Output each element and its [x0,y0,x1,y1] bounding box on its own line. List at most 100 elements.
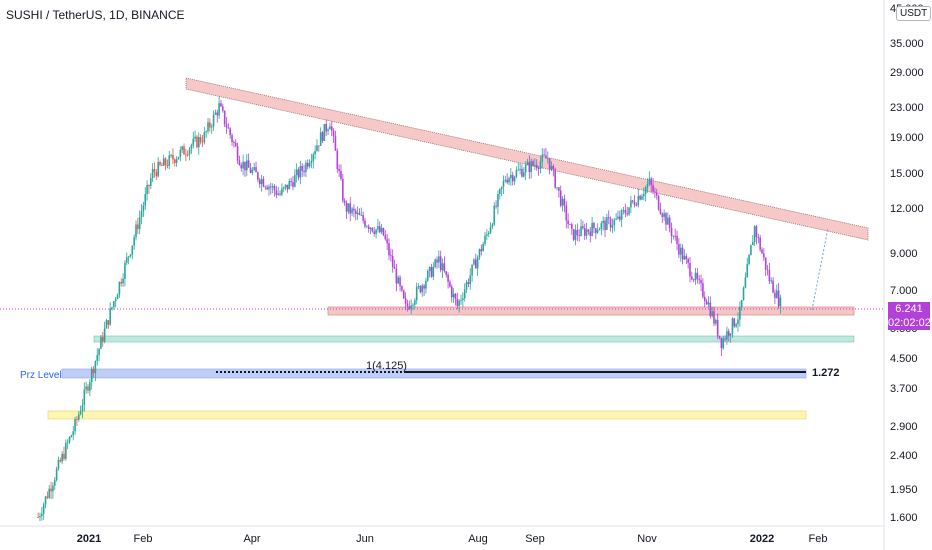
candle-body [655,192,658,196]
candle-body [716,319,719,336]
candle-body [713,311,715,324]
candle-body [197,136,200,148]
candle-body [532,161,534,166]
candle-body [336,150,339,169]
candle-body [129,254,132,257]
candle-body [349,203,352,214]
candle-body [44,496,47,505]
candle-body [576,230,579,236]
candle-body [319,132,322,146]
candle-body [323,123,326,141]
candle-body [81,404,84,412]
candle-body [101,337,104,342]
candle-body [439,256,442,271]
candle-body [294,175,296,187]
candle-body [715,319,717,324]
candle-body [192,138,195,146]
candle-body [489,226,492,233]
candle-body [482,243,484,252]
fib-label: 1(4.125) [366,360,407,372]
candle-body [703,296,706,302]
candle-body [234,142,237,147]
candle-body [628,207,630,215]
candle-body [140,211,143,218]
candle-body [602,220,604,224]
candle-body [678,244,680,255]
candle-body [630,200,632,208]
candle-body [378,226,381,233]
price-axis[interactable]: 45.00035.00029.00023.00019.00015.00012.0… [890,3,924,524]
candle-body [574,230,577,240]
candle-body [410,305,412,309]
candle-body [578,235,580,237]
support-zone-yellow[interactable] [47,410,807,420]
candle-body [264,186,267,188]
candle-body [380,227,383,233]
chart-title: SUSHI / TetherUS, 1D, BINANCE [6,8,185,22]
candle-body [746,264,749,278]
candle-body [369,227,372,229]
candle-body [513,176,516,182]
candle-body [600,223,603,229]
candle-body [74,419,76,432]
candle-body [727,331,730,336]
candle-body [386,239,388,244]
candle-body [753,226,756,243]
currency-unit[interactable]: USDT [896,6,932,21]
candle-body [312,154,315,162]
candle-body [364,220,366,227]
time-tick-label: 2022 [750,533,774,545]
candle-body [249,167,252,173]
candle-body [596,230,599,233]
candle-body [434,259,436,267]
projection-line [811,227,829,311]
candle-body [571,224,573,229]
candle-body [530,161,532,173]
candle-body [70,435,73,438]
price-tick-label: 29.000 [890,67,924,79]
candle-body [726,331,728,340]
candle-body [506,179,508,183]
candle-body [766,269,769,271]
candle-body [740,300,743,307]
candle-body [94,361,97,374]
support-zone-green[interactable] [93,335,855,343]
prz-zone[interactable] [61,368,807,379]
candle-body [295,169,298,176]
candle-body [87,386,89,391]
candle-body [402,290,405,299]
candle-body [504,179,507,181]
candle-body [122,278,124,284]
price-tick-label: 3.700 [890,383,918,395]
resistance-channel[interactable] [185,77,869,241]
candle-body [151,169,154,179]
candle-body [96,354,99,362]
candle-body [711,311,713,317]
candle-body [779,297,782,307]
candle-body [737,319,739,325]
candle-body [262,178,265,187]
candle-body [757,237,760,238]
candle-body [41,513,43,517]
candle-body [277,193,279,195]
candle-body [367,226,370,229]
candle-body [593,222,595,229]
candle-body [537,168,540,169]
candle-body [519,169,521,170]
support-zone-red[interactable] [327,306,855,316]
candle-body [162,158,165,166]
candle-body [707,302,710,305]
time-axis[interactable]: 2021 Feb Apr Jun Aug Sep Nov 2022 Feb [77,533,828,545]
candle-body [325,123,328,132]
candle-body [487,232,490,235]
prz-label: Prz Level [20,370,62,381]
candle-body [591,222,593,236]
candle-body [338,168,340,171]
candle-body [354,210,357,215]
candle-body [251,169,254,173]
candle-body [615,218,617,220]
candle-body [498,189,501,194]
candle-body [406,303,409,307]
candle-body [116,294,119,300]
